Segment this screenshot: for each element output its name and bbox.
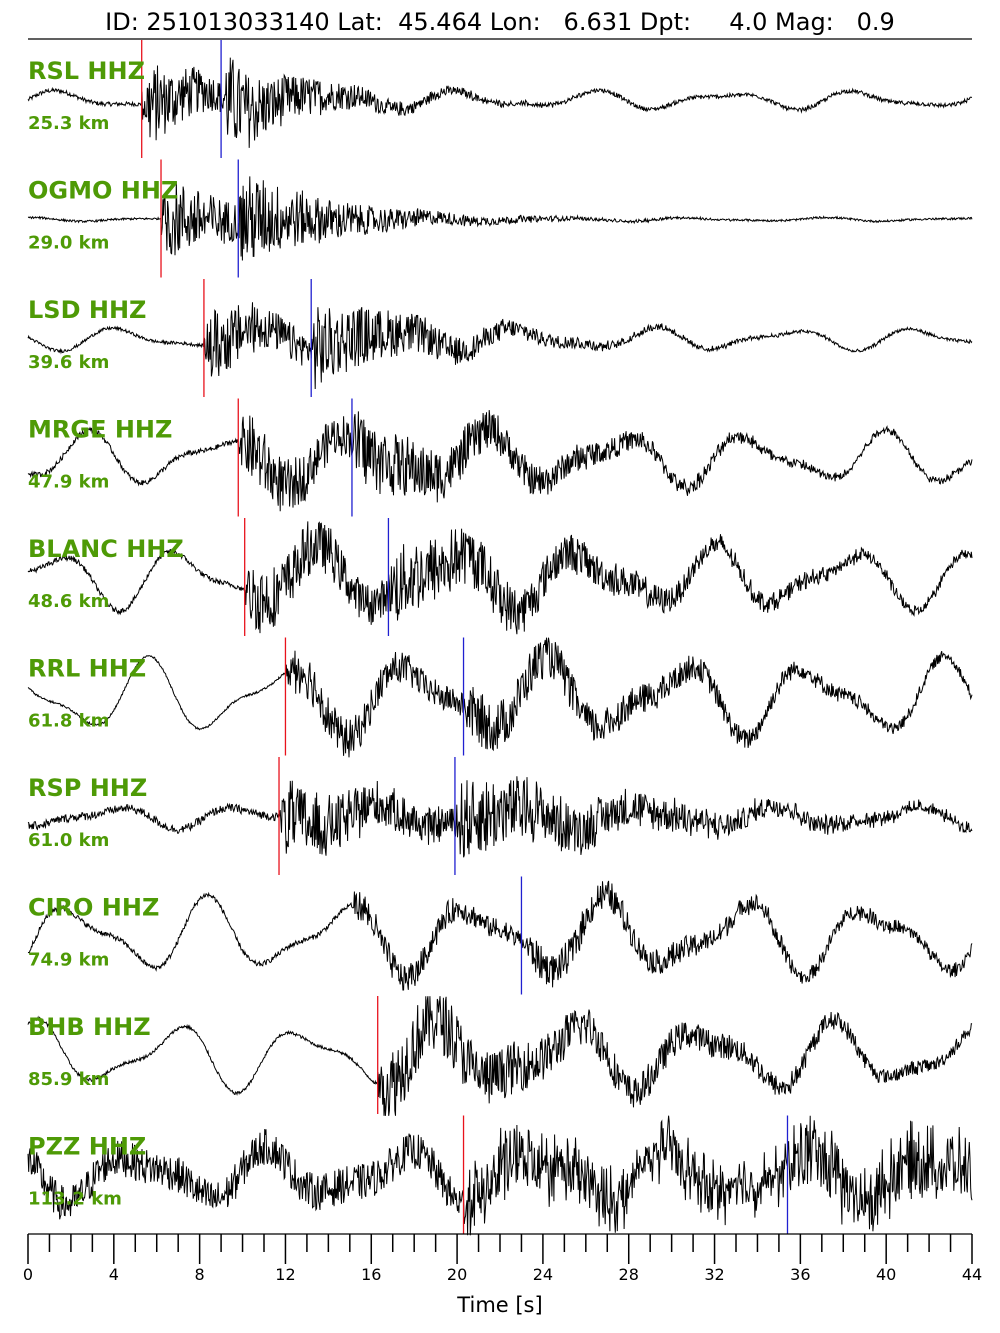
waveform-mrge	[27, 410, 973, 512]
x-tick-label: 28	[619, 1265, 639, 1284]
station-label: BLANC HHZ	[28, 535, 184, 563]
x-tick-label: 40	[876, 1265, 896, 1284]
waveform-bhb	[27, 996, 973, 1116]
distance-label: 39.6 km	[28, 352, 109, 373]
x-tick-label: 12	[275, 1265, 295, 1284]
station-label: RRL HHZ	[28, 655, 146, 683]
distance-label: 113.2 km	[28, 1189, 122, 1210]
x-tick-label: 32	[704, 1265, 724, 1284]
distance-label: 85.9 km	[28, 1069, 109, 1090]
station-label: MRGE HHZ	[28, 416, 172, 444]
station-label: LSD HHZ	[28, 296, 146, 324]
distance-label: 74.9 km	[28, 950, 109, 971]
station-label: RSL HHZ	[28, 57, 145, 85]
waveform-pzz	[27, 1115, 973, 1236]
waveform-ogmo	[27, 176, 973, 261]
x-tick-label: 20	[447, 1265, 467, 1284]
distance-label: 48.6 km	[28, 591, 109, 612]
x-tick-label: 4	[109, 1265, 119, 1284]
waveform-rsp	[27, 776, 973, 858]
x-tick-label: 8	[195, 1265, 205, 1284]
distance-label: 61.8 km	[28, 711, 109, 732]
distance-label: 47.9 km	[28, 472, 109, 493]
x-tick-label: 24	[533, 1265, 553, 1284]
waveform-rsl	[27, 57, 973, 148]
x-axis-label: Time [s]	[456, 1293, 542, 1317]
waveform-ciro	[27, 880, 973, 991]
distance-label: 61.0 km	[28, 830, 109, 851]
waveform-lsd	[27, 302, 973, 390]
x-tick-label: 36	[790, 1265, 810, 1284]
waveform-blanc	[27, 521, 973, 635]
distance-label: 25.3 km	[28, 113, 109, 134]
distance-label: 29.0 km	[28, 233, 109, 254]
waveform-rrl	[27, 637, 973, 758]
station-label: RSP HHZ	[28, 774, 147, 802]
station-label: OGMO HHZ	[28, 177, 178, 205]
x-tick-label: 0	[23, 1265, 33, 1284]
x-tick-label: 16	[361, 1265, 381, 1284]
station-label: CIRO HHZ	[28, 894, 159, 922]
x-tick-label: 44	[962, 1265, 982, 1284]
station-label: BHB HHZ	[28, 1013, 151, 1041]
station-label: PZZ HHZ	[28, 1133, 146, 1161]
chart-title: ID: 251013033140 Lat: 45.464 Lon: 6.631 …	[105, 8, 895, 36]
